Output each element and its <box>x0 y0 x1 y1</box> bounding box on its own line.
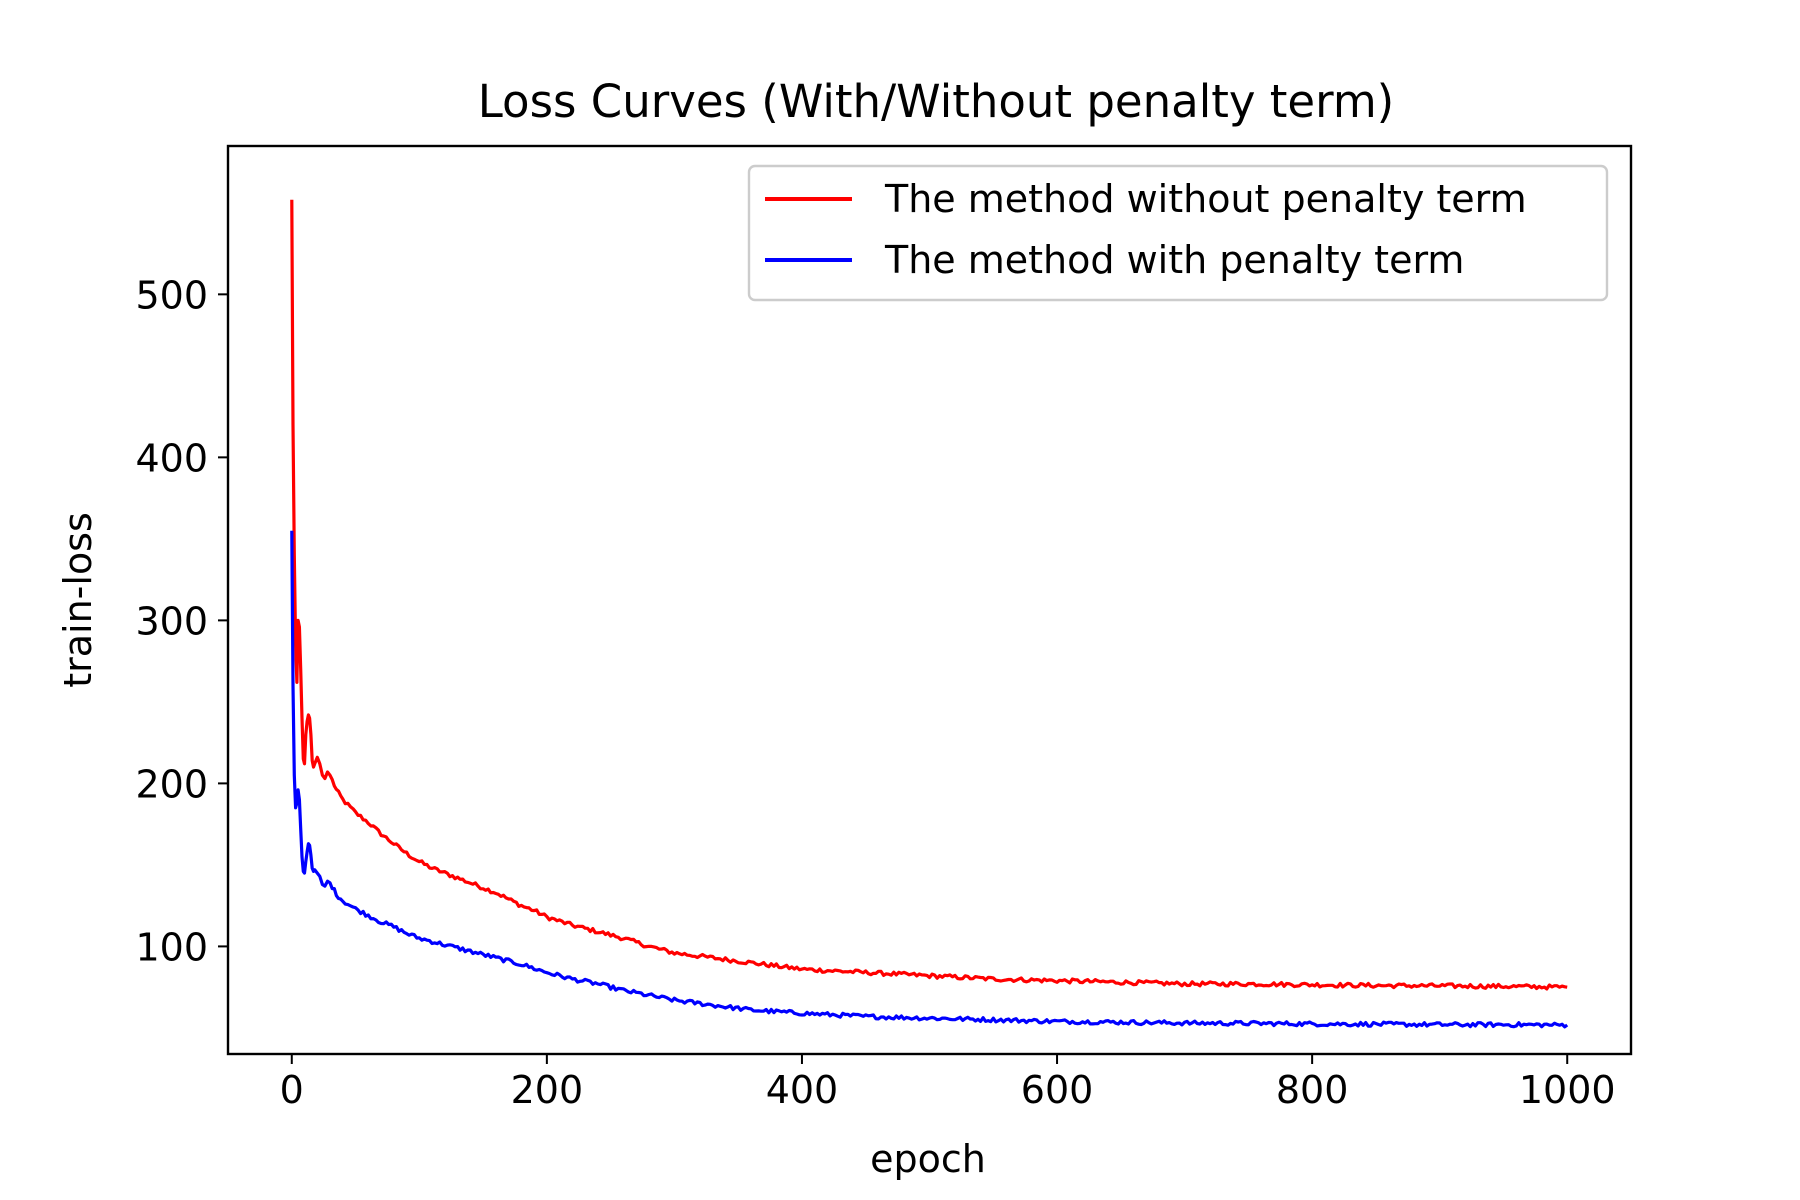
y-tick-label-100: 100 <box>135 925 208 969</box>
x-tick-label-800: 800 <box>1276 1068 1349 1112</box>
series-line-1 <box>290 530 1569 1029</box>
legend-box <box>747 164 1609 302</box>
legend-label-without-penalty: The method without penalty term <box>884 177 1527 221</box>
plot-frame <box>226 144 1633 1056</box>
x-axis-label: epoch <box>870 1137 986 1181</box>
legend-label-with-penalty: The method with penalty term <box>884 238 1464 282</box>
series-lines <box>290 199 1569 1029</box>
y-axis-label: train-loss <box>56 512 100 688</box>
x-axis-ticks: 0 200 400 600 800 1000 <box>280 1054 1616 1112</box>
y-tick-label-200: 200 <box>135 762 208 806</box>
x-tick-label-600: 600 <box>1021 1068 1094 1112</box>
chart-title: Loss Curves (With/Without penalty term) <box>478 75 1394 128</box>
y-tick-label-400: 400 <box>135 436 208 480</box>
x-tick-label-1000: 1000 <box>1519 1068 1616 1112</box>
y-tick-label-500: 500 <box>135 273 208 317</box>
x-tick-label-0: 0 <box>280 1068 304 1112</box>
y-tick-label-300: 300 <box>135 599 208 643</box>
x-tick-label-400: 400 <box>766 1068 839 1112</box>
x-tick-label-200: 200 <box>511 1068 584 1112</box>
y-axis-ticks: 100 200 300 400 500 <box>135 273 228 969</box>
legend: The method without penalty term The meth… <box>747 164 1609 302</box>
series-line-0 <box>290 199 1568 991</box>
